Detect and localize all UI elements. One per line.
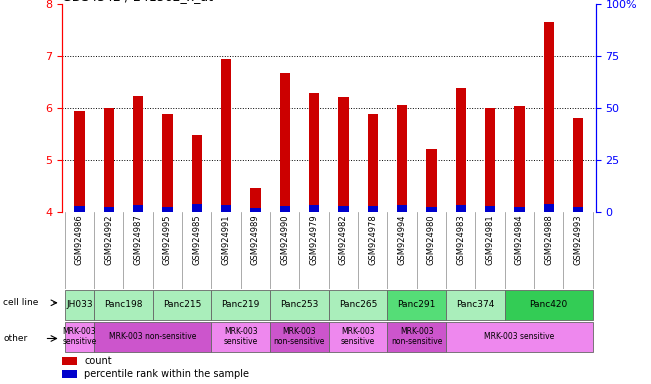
Text: JH033: JH033 <box>66 300 92 309</box>
Bar <box>162 114 173 212</box>
Text: GSM924993: GSM924993 <box>574 214 583 265</box>
Bar <box>270 290 329 320</box>
Bar <box>221 205 231 212</box>
Text: count: count <box>84 356 112 366</box>
Text: MRK-003 non-sensitive: MRK-003 non-sensitive <box>109 332 197 341</box>
Bar <box>397 105 408 212</box>
Bar <box>329 290 387 320</box>
Text: Panc215: Panc215 <box>163 300 201 309</box>
Text: GSM924978: GSM924978 <box>368 214 377 265</box>
Bar <box>309 93 319 212</box>
Bar <box>74 111 85 212</box>
Bar <box>250 187 260 212</box>
Text: Panc198: Panc198 <box>104 300 143 309</box>
Bar <box>250 208 260 212</box>
Text: MRK-003
sensitive: MRK-003 sensitive <box>62 327 96 346</box>
Bar <box>162 207 173 212</box>
Text: percentile rank within the sample: percentile rank within the sample <box>84 369 249 379</box>
Text: GSM924988: GSM924988 <box>544 214 553 265</box>
Bar <box>339 206 348 212</box>
Bar <box>212 321 270 352</box>
Bar <box>62 370 77 378</box>
Bar <box>153 290 212 320</box>
Bar <box>339 98 348 212</box>
Bar <box>329 321 387 352</box>
Bar <box>133 96 143 212</box>
Text: Panc219: Panc219 <box>221 300 260 309</box>
Text: Panc265: Panc265 <box>339 300 378 309</box>
Bar <box>191 135 202 212</box>
Bar <box>397 205 408 212</box>
Text: Panc291: Panc291 <box>398 300 436 309</box>
Bar <box>456 88 466 212</box>
Bar <box>104 108 114 212</box>
Bar <box>426 149 437 212</box>
Bar <box>514 207 525 212</box>
Bar <box>104 207 114 212</box>
Bar <box>573 207 583 212</box>
Bar <box>426 207 437 212</box>
Text: Panc374: Panc374 <box>456 300 495 309</box>
Text: GSM924982: GSM924982 <box>339 214 348 265</box>
Text: GSM924994: GSM924994 <box>398 214 407 265</box>
Text: MRK-003
non-sensitive: MRK-003 non-sensitive <box>273 327 325 346</box>
Bar <box>133 205 143 212</box>
Text: MRK-003
sensitive: MRK-003 sensitive <box>224 327 258 346</box>
Bar <box>485 206 495 212</box>
Bar <box>544 22 554 212</box>
Bar <box>65 321 94 352</box>
Bar <box>544 204 554 212</box>
Text: MRK-003 sensitive: MRK-003 sensitive <box>484 332 555 341</box>
Text: GDS4342 / 241562_x_at: GDS4342 / 241562_x_at <box>62 0 213 3</box>
Bar <box>191 204 202 212</box>
Bar <box>280 73 290 212</box>
Text: GSM924985: GSM924985 <box>192 214 201 265</box>
Text: GSM924987: GSM924987 <box>133 214 143 265</box>
Text: GSM924980: GSM924980 <box>427 214 436 265</box>
Text: GSM924991: GSM924991 <box>221 214 230 265</box>
Text: Panc253: Panc253 <box>280 300 318 309</box>
Bar <box>270 321 329 352</box>
Bar <box>309 205 319 212</box>
Bar <box>368 114 378 212</box>
Text: Panc420: Panc420 <box>530 300 568 309</box>
Text: GSM924989: GSM924989 <box>251 214 260 265</box>
Text: GSM924986: GSM924986 <box>75 214 84 265</box>
Text: MRK-003
sensitive: MRK-003 sensitive <box>341 327 375 346</box>
Bar <box>368 206 378 212</box>
Bar <box>62 357 77 365</box>
Bar <box>573 118 583 212</box>
Bar <box>74 206 85 212</box>
Bar <box>387 290 446 320</box>
Bar <box>514 106 525 212</box>
Text: GSM924990: GSM924990 <box>281 214 289 265</box>
Text: cell line: cell line <box>3 298 38 307</box>
Text: GSM924981: GSM924981 <box>486 214 495 265</box>
Bar <box>212 290 270 320</box>
Bar <box>221 59 231 212</box>
Bar <box>505 290 592 320</box>
Bar <box>65 290 94 320</box>
Text: GSM924984: GSM924984 <box>515 214 524 265</box>
Text: other: other <box>3 334 27 343</box>
Text: MRK-003
non-sensitive: MRK-003 non-sensitive <box>391 327 443 346</box>
Text: GSM924995: GSM924995 <box>163 214 172 265</box>
Bar <box>446 290 505 320</box>
Text: GSM924979: GSM924979 <box>310 214 318 265</box>
Bar <box>94 321 212 352</box>
Bar <box>485 108 495 212</box>
Bar <box>387 321 446 352</box>
Text: GSM924983: GSM924983 <box>456 214 465 265</box>
Bar <box>280 206 290 212</box>
Bar <box>446 321 592 352</box>
Bar <box>456 205 466 212</box>
Text: GSM924992: GSM924992 <box>104 214 113 265</box>
Bar <box>94 290 153 320</box>
